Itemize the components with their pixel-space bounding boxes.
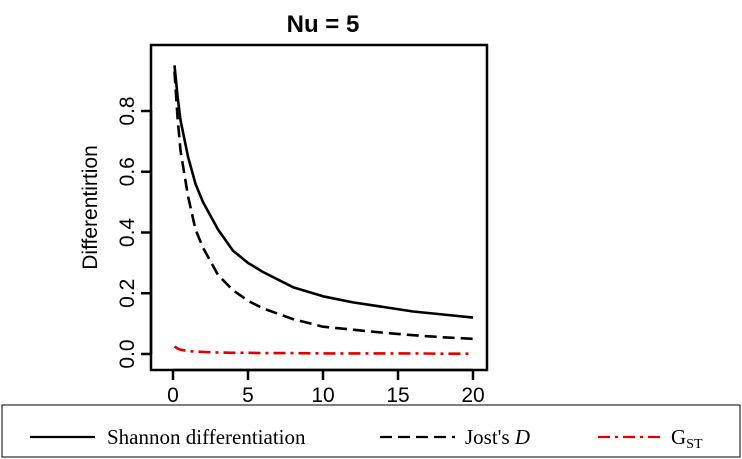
legend-label-main: G <box>671 425 686 449</box>
series-line-1 <box>173 65 474 319</box>
legend-box <box>1 404 741 458</box>
x-tick-label: 10 <box>311 384 334 407</box>
y-tick-label: 0.2 <box>116 279 139 308</box>
legend-label-3: GST <box>671 425 703 452</box>
series-line-3 <box>173 345 473 356</box>
series-line-2 <box>173 71 474 341</box>
y-tick-label: 0.6 <box>116 157 139 186</box>
legend-label-1: Shannon differentiation <box>107 425 306 449</box>
plot-frame <box>149 43 489 372</box>
x-tick-label: 15 <box>386 384 409 407</box>
legend-label-main: Shannon differentiation <box>107 425 306 449</box>
legend-label-subscript: ST <box>686 437 703 452</box>
series-layer <box>173 65 474 356</box>
y-tick-label: 0.8 <box>116 96 139 125</box>
y-tick-label: 0.0 <box>116 339 139 368</box>
legend-label-main: Jost's <box>465 425 515 449</box>
legend-label-2: Jost's D <box>465 425 530 449</box>
y-axis: 0.0 0.2 0.4 0.6 0.8 <box>116 96 153 369</box>
x-tick-label: 5 <box>242 384 254 407</box>
x-axis: 0 5 10 15 20 <box>167 368 485 407</box>
y-axis-label: Differentirtion <box>79 145 102 270</box>
x-tick-label: 20 <box>461 384 484 407</box>
chart-title: Nu = 5 <box>287 11 360 38</box>
legend-label-italic: D <box>514 425 530 449</box>
y-tick-label: 0.4 <box>116 218 139 248</box>
x-tick-label: 0 <box>167 384 179 407</box>
legend: Shannon differentiation Jost's D GST <box>1 404 741 458</box>
